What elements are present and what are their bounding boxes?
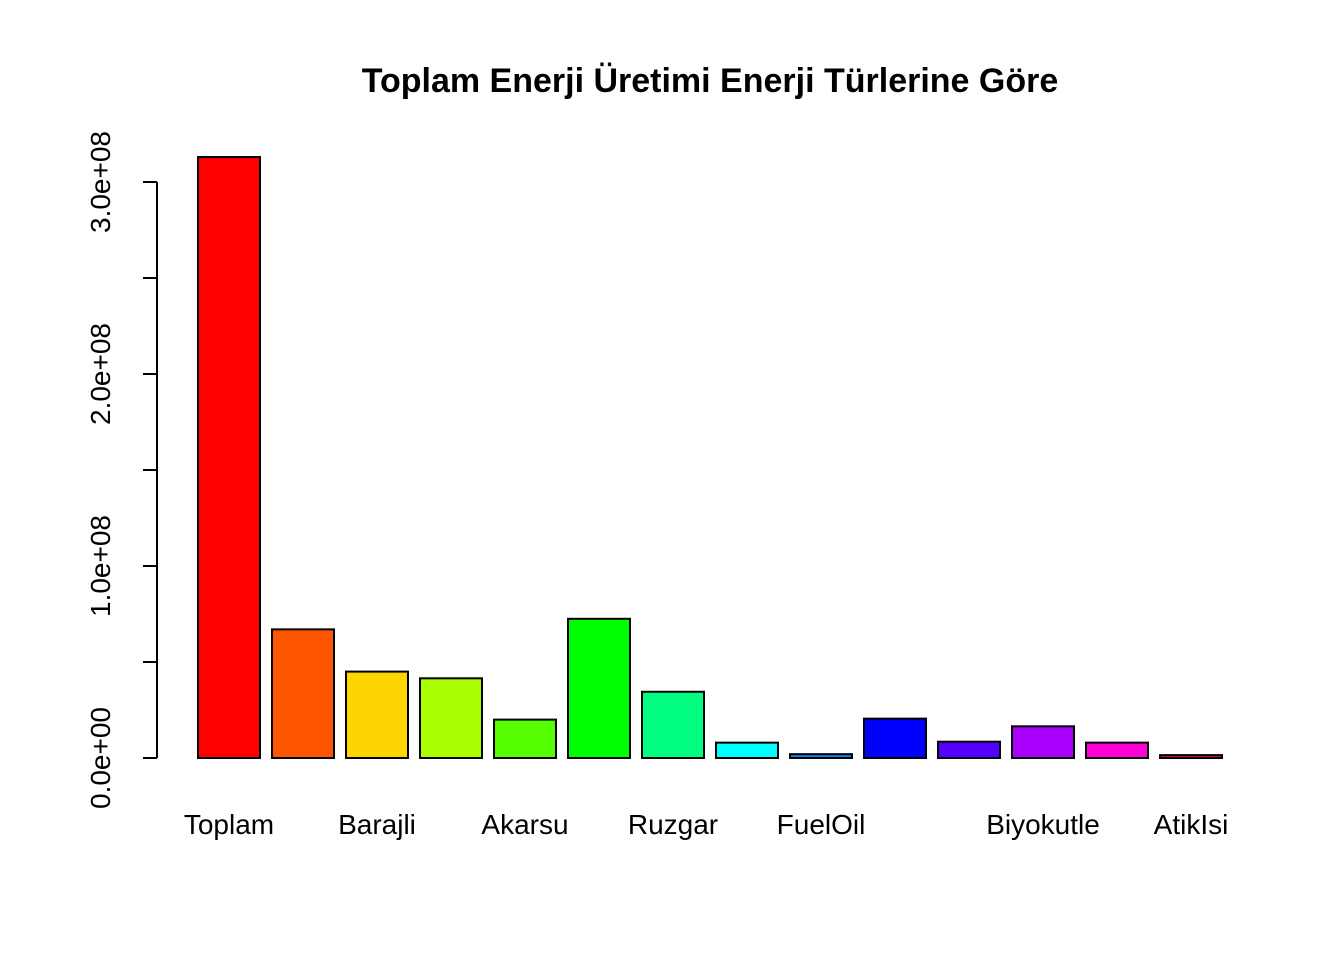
chart-title: Toplam Enerji Üretimi Enerji Türlerine G… — [362, 62, 1059, 100]
x-tick-label: FuelOil — [777, 809, 866, 840]
bar — [271, 628, 335, 759]
bar — [1011, 725, 1075, 760]
y-tick-label: 0.0e+00 — [85, 707, 116, 809]
x-axis-labels: Toplam Barajli Akarsu Ruzgar FuelOil Biyokutl… — [184, 809, 1228, 840]
bar — [419, 677, 483, 760]
y-axis: 0.0e+00 1.0e+08 2.0e+08 3.0e+08 — [85, 131, 158, 809]
bar — [937, 740, 1001, 759]
bars-group — [197, 156, 1223, 760]
x-tick-label: Barajli — [338, 809, 416, 840]
y-tick-label: 3.0e+08 — [85, 131, 116, 233]
bar — [197, 156, 261, 760]
bar — [493, 718, 557, 759]
x-tick-label: Toplam — [184, 809, 274, 840]
bar — [715, 741, 779, 760]
bar — [641, 690, 705, 760]
x-tick-label: Akarsu — [481, 809, 568, 840]
y-tick-label: 2.0e+08 — [85, 323, 116, 425]
x-tick-label: Biyokutle — [986, 809, 1100, 840]
bar — [345, 670, 409, 759]
bar — [863, 717, 927, 760]
bar — [789, 753, 853, 759]
bar — [567, 617, 631, 759]
bar — [1159, 754, 1223, 759]
x-tick-label: AtikIsi — [1154, 809, 1229, 840]
x-tick-label: Ruzgar — [628, 809, 718, 840]
y-tick-label: 1.0e+08 — [85, 515, 116, 617]
bar — [1085, 741, 1149, 760]
